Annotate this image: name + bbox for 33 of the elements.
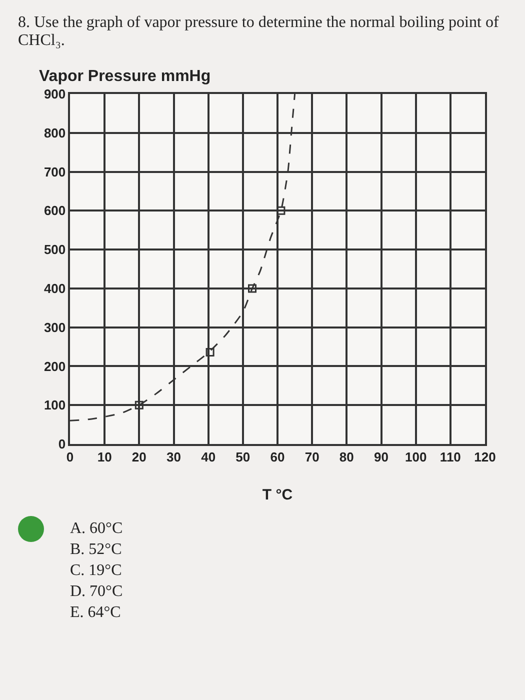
x-axis-title: T °C: [262, 486, 293, 504]
x-tick-label: 30: [166, 449, 181, 464]
point: [206, 348, 214, 356]
text: B. 52°C: [70, 540, 123, 560]
y-tick-label: 200: [44, 358, 66, 374]
x-tick-label: 120: [474, 449, 496, 464]
y-tick-label: 100: [44, 398, 66, 413]
x-tick-label: 40: [201, 449, 216, 464]
x-tick-label: 20: [132, 449, 146, 464]
y-tick-label: 700: [44, 164, 66, 180]
y-tick-label: 500: [44, 242, 66, 258]
x-tick-label: 70: [304, 449, 320, 464]
x-tick-label: 50: [236, 449, 250, 464]
y-tick-label: 800: [44, 125, 66, 140]
x-tick-label: 100: [404, 449, 427, 464]
point: [248, 284, 256, 293]
y-tick-label: 600: [44, 203, 66, 218]
text: A. 60°C: [70, 519, 124, 539]
y-tick-label: 400: [44, 280, 66, 296]
text: C. 19°C: [70, 561, 123, 581]
text: D. 70°C: [70, 582, 124, 602]
y-axis-title: Vapor Pressure mmHg: [39, 68, 211, 85]
point: [134, 400, 144, 410]
chart-title: 8. Use the graph of vapor pressure to determine the normal boiling point of CHCl₃.: [17, 13, 500, 51]
x-tick-label: 110: [440, 449, 461, 464]
y-tick-label: 0: [58, 436, 66, 452]
x-tick-label: 80: [339, 449, 354, 464]
x-tick-label: 60: [270, 449, 285, 464]
x-tick-label: 10: [97, 449, 112, 464]
y-tick-label: 300: [44, 320, 66, 335]
y-tick-label: 900: [44, 86, 66, 102]
x-tick-label: 90: [374, 449, 388, 464]
text: E. 64°C: [70, 603, 122, 623]
